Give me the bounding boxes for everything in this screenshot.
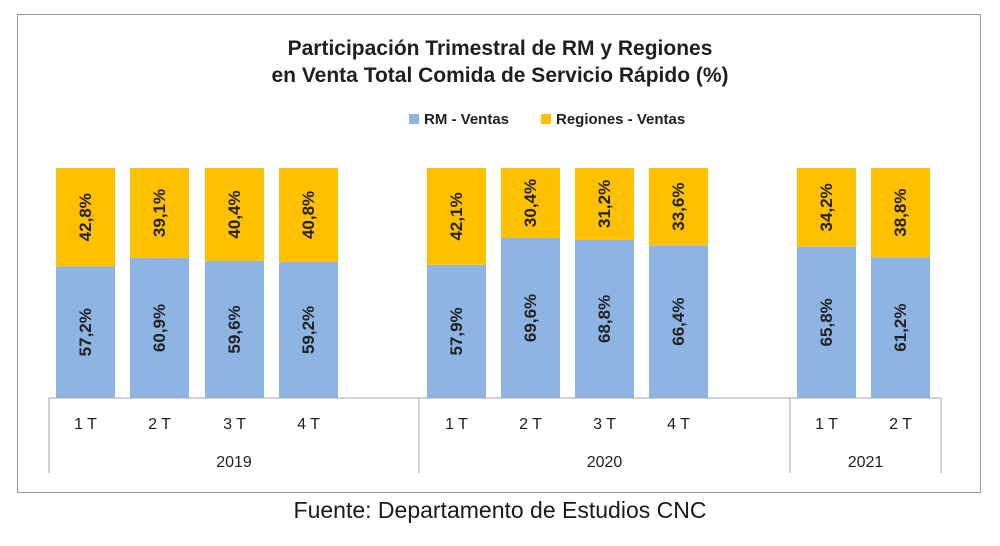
bar-rm-4 (279, 261, 338, 398)
chart-title-line-1: Participación Trimestral de RM y Regione… (288, 37, 713, 60)
data-label-regiones-1: 42,8% (76, 193, 95, 241)
x-tick-label-2: 2 T (148, 416, 171, 433)
x-group-label-1: 2019 (216, 454, 252, 471)
data-label-regiones-8: 33,6% (669, 183, 688, 231)
chart-frame (17, 14, 981, 493)
data-label-rm-9: 65,8% (817, 298, 836, 346)
source-note: Fuente: Departamento de Estudios CNC (293, 497, 707, 523)
data-label-rm-6: 69,6% (521, 294, 540, 342)
bar-regiones-9 (797, 168, 856, 247)
legend-swatch-2 (541, 114, 551, 124)
bar-regiones-6 (501, 168, 560, 238)
data-label-regiones-3: 40,4% (225, 190, 244, 238)
data-label-rm-10: 61,2% (891, 304, 910, 352)
x-tick-label-6: 2 T (519, 416, 542, 433)
data-label-rm-5: 57,9% (447, 307, 466, 355)
bar-regiones-4 (279, 168, 338, 262)
data-label-rm-2: 60,9% (150, 304, 169, 352)
x-tick-label-10: 2 T (889, 416, 912, 433)
data-label-regiones-5: 42,1% (447, 192, 466, 240)
bar-regiones-3 (205, 168, 264, 261)
bar-regiones-1 (56, 168, 115, 267)
bar-rm-5 (427, 264, 486, 398)
bar-regiones-7 (575, 168, 634, 240)
x-tick-label-8: 4 T (667, 416, 690, 433)
bar-rm-9 (797, 246, 856, 398)
bar-regiones-5 (427, 168, 486, 265)
bar-rm-2 (130, 257, 189, 398)
bar-rm-10 (871, 257, 930, 398)
x-tick-label-9: 1 T (815, 416, 838, 433)
data-label-regiones-7: 31,2% (595, 180, 614, 228)
bar-rm-8 (649, 245, 708, 398)
bar-regiones-2 (130, 168, 189, 258)
data-label-regiones-2: 39,1% (150, 189, 169, 237)
bar-regiones-8 (649, 168, 708, 246)
data-label-rm-4: 59,2% (299, 306, 318, 354)
data-label-regiones-6: 30,4% (521, 179, 540, 227)
data-label-rm-7: 68,8% (595, 295, 614, 343)
bar-rm-6 (501, 237, 560, 398)
data-label-regiones-9: 34,2% (817, 183, 836, 231)
x-tick-label-7: 3 T (593, 416, 616, 433)
bar-rm-7 (575, 239, 634, 398)
chart-title-line-2: en Venta Total Comida de Servicio Rápido… (271, 64, 728, 87)
legend-label-1: RM - Ventas (424, 111, 509, 128)
x-tick-label-1: 1 T (74, 416, 97, 433)
x-group-label-2: 2020 (587, 454, 623, 471)
data-label-regiones-10: 38,8% (891, 189, 910, 237)
x-tick-label-3: 3 T (223, 416, 246, 433)
data-label-regiones-4: 40,8% (299, 191, 318, 239)
bar-regiones-10 (871, 168, 930, 258)
legend-label-2: Regiones - Ventas (556, 111, 685, 128)
legend-swatch-1 (409, 114, 419, 124)
data-label-rm-3: 59,6% (225, 305, 244, 353)
x-tick-label-5: 1 T (445, 416, 468, 433)
x-tick-label-4: 4 T (297, 416, 320, 433)
bar-rm-1 (56, 266, 115, 398)
x-group-label-3: 2021 (848, 454, 884, 471)
data-label-rm-1: 57,2% (76, 308, 95, 356)
bar-rm-3 (205, 260, 264, 398)
data-label-rm-8: 66,4% (669, 298, 688, 346)
